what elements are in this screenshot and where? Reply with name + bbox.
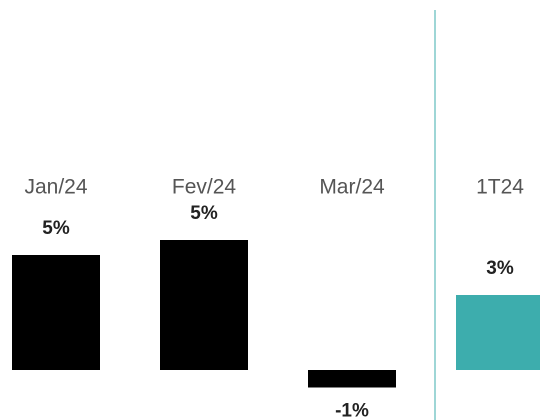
- category-label: 1T24: [476, 176, 524, 199]
- value-label: 3%: [486, 258, 514, 279]
- category-label: Fev/24: [172, 176, 237, 199]
- bar: [160, 240, 248, 370]
- category-label: Mar/24: [319, 176, 385, 199]
- value-label: 5%: [190, 203, 218, 224]
- value-label: 5%: [42, 218, 70, 239]
- bar: [308, 370, 396, 388]
- value-label: -1%: [335, 401, 369, 420]
- bar: [12, 255, 100, 370]
- category-label: Jan/24: [24, 176, 87, 199]
- bar: [456, 295, 540, 370]
